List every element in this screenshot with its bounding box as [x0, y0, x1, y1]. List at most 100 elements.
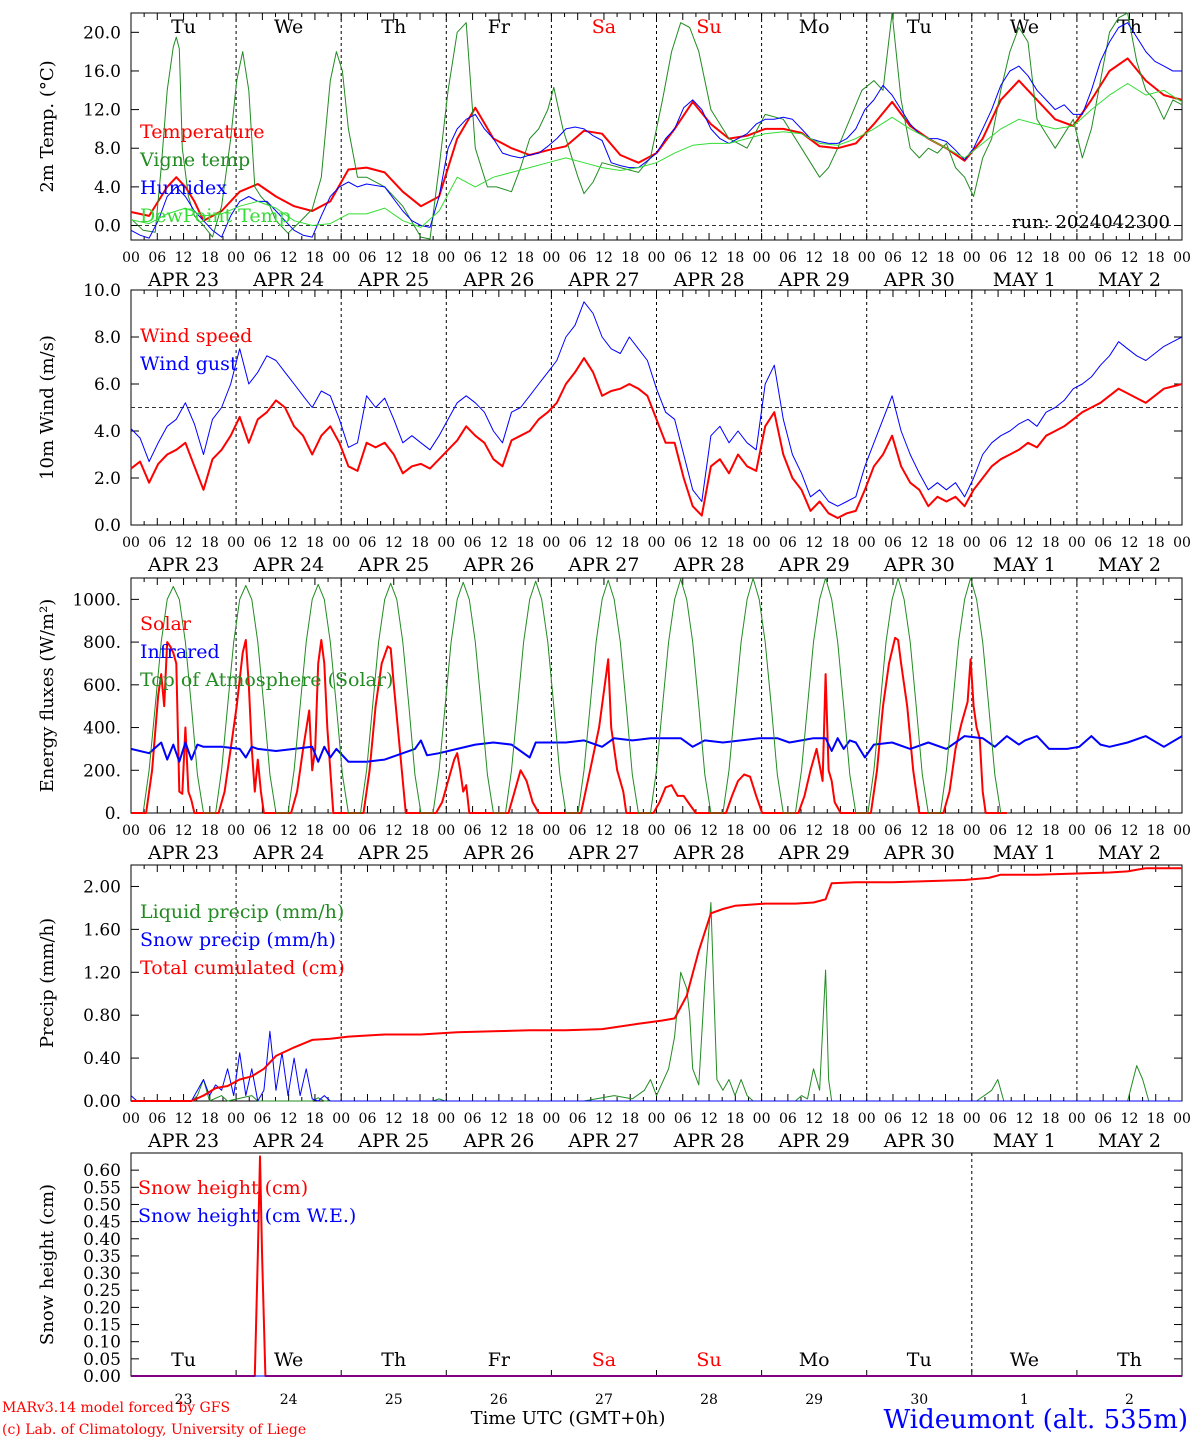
series-line-wind-speed: [130, 357, 1183, 519]
x-hour-label: 06: [1094, 535, 1112, 551]
legend-entry: Snow height (cm W.E.): [138, 1205, 356, 1227]
y-axis-label: 10m Wind (m/s): [37, 335, 58, 480]
x-hour-label: 00: [648, 535, 666, 551]
x-hour-label: 06: [569, 823, 587, 839]
day-name: We: [274, 1349, 303, 1371]
x-hour-label: 00: [753, 250, 771, 266]
x-day-label: MAY 2: [1098, 269, 1161, 291]
x-hour-label: 00: [332, 823, 350, 839]
x-hour-label: 06: [989, 823, 1007, 839]
series-line-dewpoint-temp: [130, 83, 1183, 228]
x-day-label: APR 24: [252, 842, 324, 864]
legend-entry: Total cumulated (cm): [140, 957, 345, 979]
x-hour-label: 00: [963, 1111, 981, 1127]
x-hour-label: 18: [726, 1111, 744, 1127]
legend-entry: Snow height (cm): [138, 1177, 308, 1199]
x-day-label: APR 23: [147, 1130, 219, 1152]
x-hour-label: 18: [411, 1111, 429, 1127]
y-tick-label: 0.05: [83, 1350, 121, 1370]
x-hour-label: 00: [542, 250, 560, 266]
model-credit: MARv3.14 model forced by GFS: [2, 1400, 230, 1416]
x-day-label: APR 30: [883, 269, 955, 291]
x-hour-label: 12: [595, 823, 613, 839]
x-hour-label: 18: [937, 535, 955, 551]
day-name: Mo: [799, 16, 830, 38]
y-tick-label: 400.: [83, 719, 121, 739]
x-hour-label: 12: [175, 250, 193, 266]
y-axis-label: 2m Temp. (°C): [37, 60, 58, 192]
x-hour-label: 18: [411, 535, 429, 551]
x-hour-label: 00: [437, 535, 455, 551]
x-day-number: 25: [385, 1392, 403, 1408]
x-hour-label: 18: [621, 823, 639, 839]
y-tick-label: 800.: [83, 633, 121, 653]
run-label: run: 2024042300: [1012, 212, 1170, 233]
x-day-label: APR 30: [883, 842, 955, 864]
x-hour-label: 12: [595, 250, 613, 266]
x-hour-label: 00: [122, 250, 140, 266]
x-day-label: APR 28: [673, 269, 745, 291]
y-tick-label: 20.0: [83, 23, 121, 43]
x-hour-label: 06: [1094, 823, 1112, 839]
day-name: Fr: [488, 16, 511, 38]
x-hour-label: 12: [700, 1111, 718, 1127]
x-hour-label: 00: [1173, 535, 1191, 551]
x-hour-label: 12: [175, 535, 193, 551]
x-hour-label: 18: [832, 823, 850, 839]
x-hour-label: 18: [201, 823, 219, 839]
x-day-label: APR 27: [567, 269, 639, 291]
x-day-label: APR 28: [673, 554, 745, 576]
x-hour-label: 12: [1015, 823, 1033, 839]
x-hour-label: 00: [648, 823, 666, 839]
x-day-label: APR 29: [778, 1130, 850, 1152]
legend-entry: Top of Atmosphere (Solar): [140, 669, 393, 691]
x-hour-label: 06: [884, 823, 902, 839]
x-hour-label: 12: [490, 535, 508, 551]
x-hour-label: 12: [1121, 250, 1139, 266]
x-day-number: 28: [700, 1392, 718, 1408]
series-line-vigne-temp: [130, 12, 1183, 240]
x-hour-label: 06: [148, 1111, 166, 1127]
day-name: We: [1010, 1349, 1039, 1371]
x-hour-label: 00: [1173, 250, 1191, 266]
x-hour-label: 00: [542, 823, 560, 839]
x-day-label: MAY 1: [993, 554, 1056, 576]
x-hour-label: 12: [805, 250, 823, 266]
y-tick-label: 2.0: [94, 469, 121, 489]
x-hour-label: 12: [595, 535, 613, 551]
x-day-label: APR 25: [357, 842, 429, 864]
x-day-label: MAY 1: [993, 1130, 1056, 1152]
time-axis-label: Time UTC (GMT+0h): [471, 1408, 666, 1429]
x-hour-label: 12: [175, 823, 193, 839]
x-day-label: MAY 2: [1098, 554, 1161, 576]
x-hour-label: 00: [1068, 1111, 1086, 1127]
series-line-wind-gust: [130, 301, 1183, 507]
x-hour-label: 00: [542, 1111, 560, 1127]
x-hour-label: 00: [1068, 823, 1086, 839]
x-hour-label: 06: [464, 823, 482, 839]
y-tick-label: 0.60: [83, 1161, 121, 1181]
x-hour-label: 06: [674, 1111, 692, 1127]
x-hour-label: 00: [227, 250, 245, 266]
x-hour-label: 18: [411, 823, 429, 839]
y-tick-label: 0.50: [83, 1195, 121, 1215]
x-day-label: APR 27: [567, 842, 639, 864]
x-hour-label: 00: [753, 535, 771, 551]
day-name: Tu: [907, 16, 932, 38]
x-hour-label: 06: [464, 1111, 482, 1127]
series-line-top-of-atmosphere-solar: [142, 577, 1002, 814]
x-day-label: APR 25: [357, 554, 429, 576]
x-day-label: APR 24: [252, 1130, 324, 1152]
x-day-label: APR 23: [147, 842, 219, 864]
y-tick-label: 2.00: [83, 877, 121, 897]
x-hour-label: 18: [726, 823, 744, 839]
y-tick-label: 0.80: [83, 1006, 121, 1026]
x-day-label: APR 23: [147, 554, 219, 576]
x-hour-label: 06: [569, 250, 587, 266]
x-hour-label: 18: [306, 535, 324, 551]
day-name: We: [1010, 16, 1039, 38]
x-day-number: 27: [595, 1392, 613, 1408]
x-hour-label: 12: [1015, 250, 1033, 266]
